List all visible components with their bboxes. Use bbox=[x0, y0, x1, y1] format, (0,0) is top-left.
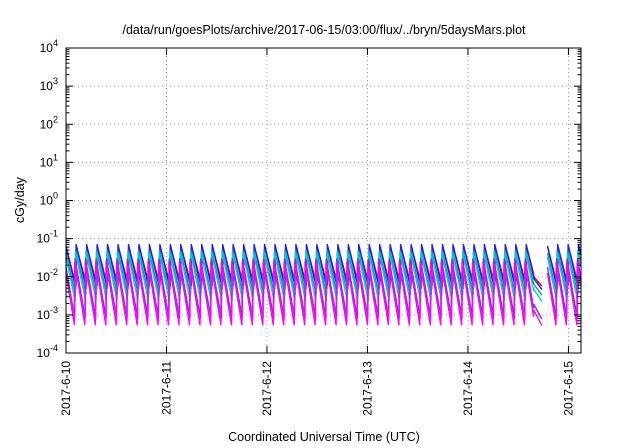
x-axis-label: Coordinated Universal Time (UTC) bbox=[228, 430, 420, 444]
x-tick-label: 2017-6-14 bbox=[461, 361, 475, 416]
series-line bbox=[65, 261, 582, 326]
x-tick-label: 2017-6-11 bbox=[159, 361, 173, 415]
y-tick-label: 10-3 bbox=[37, 305, 58, 322]
y-tick-label: 101 bbox=[40, 152, 58, 169]
y-tick-label: 100 bbox=[40, 191, 58, 208]
grid-lines bbox=[66, 48, 581, 353]
y-tick-label: 10-2 bbox=[37, 267, 58, 284]
y-axis-label: cGy/day bbox=[13, 176, 27, 223]
y-tick-label: 10-1 bbox=[37, 229, 58, 246]
y-tick-label: 103 bbox=[40, 76, 58, 93]
y-tick-label: 104 bbox=[40, 38, 58, 55]
x-tick-label: 2017-6-12 bbox=[260, 361, 274, 416]
series-line bbox=[65, 258, 582, 320]
x-tick-label: 2017-6-15 bbox=[561, 361, 575, 416]
y-tick-label: 102 bbox=[40, 114, 58, 131]
x-tick-label: 2017-6-10 bbox=[59, 361, 73, 416]
x-tick-label: 2017-6-13 bbox=[360, 361, 374, 416]
y-tick-label: 10-4 bbox=[37, 343, 58, 360]
axes: 10-4 10-3 10-2 10-1 100 101 102 103 104 2017-6-10… bbox=[37, 38, 581, 416]
chart-title: /data/run/goesPlots/archive/2017-06-15/0… bbox=[122, 23, 526, 37]
